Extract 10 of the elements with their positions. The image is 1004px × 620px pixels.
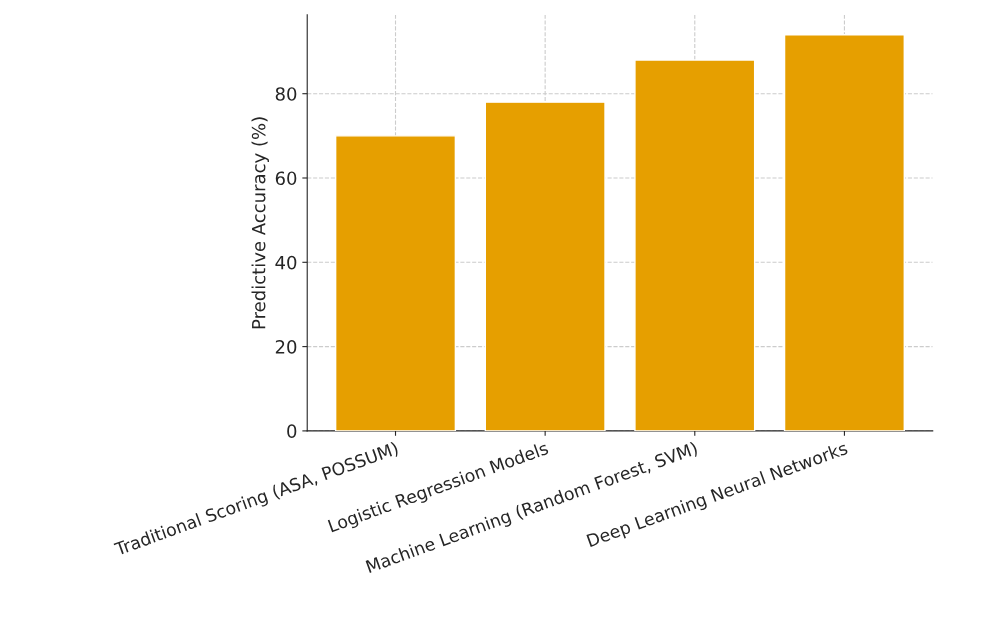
bar — [783, 33, 905, 431]
y-tick-label: 80 — [275, 87, 297, 101]
y-tick-label: 20 — [275, 340, 297, 354]
bar — [334, 135, 457, 431]
bar — [484, 101, 606, 431]
y-tick-label: 40 — [275, 255, 297, 270]
y-tick-label: 0 — [287, 424, 297, 439]
y-tick-label: 60 — [275, 171, 297, 186]
y-axis-title: Predictive Accuracy (%) — [251, 117, 269, 329]
bar — [634, 59, 756, 431]
